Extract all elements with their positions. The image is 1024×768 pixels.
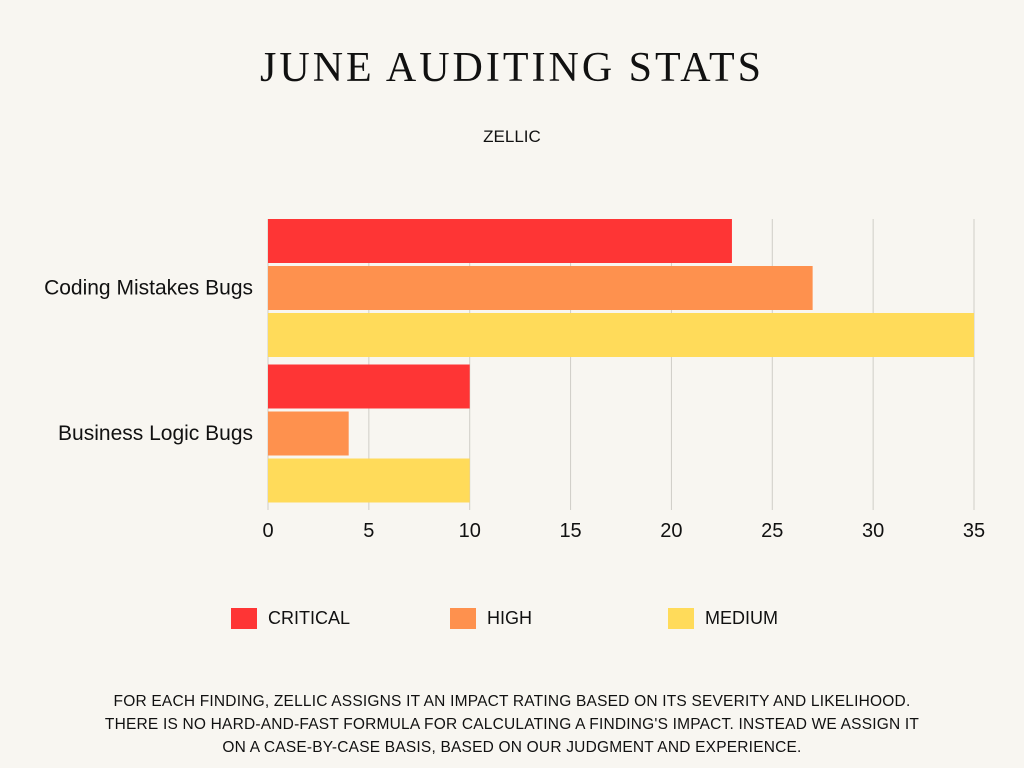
bar-critical-0 — [268, 219, 732, 263]
bar-high-0 — [268, 266, 813, 310]
bar-chart: Coding Mistakes Bugs Business Logic Bugs 0… — [44, 219, 985, 542]
legend-item-critical: CRITICAL — [231, 608, 350, 629]
bar-medium-0 — [268, 313, 974, 357]
legend-label-medium: MEDIUM — [705, 608, 778, 628]
category-label: Coding Mistakes Bugs — [44, 276, 253, 299]
x-tick-label: 5 — [363, 520, 374, 542]
x-tick-label: 35 — [963, 520, 985, 542]
x-tick-label: 10 — [459, 520, 481, 542]
x-tick-label: 0 — [262, 520, 273, 542]
legend-item-medium: MEDIUM — [668, 608, 778, 629]
footnote: FOR EACH FINDING, ZELLIC ASSIGNS IT AN I… — [104, 693, 920, 756]
legend-swatch-critical — [231, 608, 257, 629]
legend-label-high: HIGH — [487, 608, 532, 628]
chart-subtitle: ZELLIC — [483, 127, 541, 146]
x-tick-label: 25 — [761, 520, 783, 542]
chart-legend: CRITICAL HIGH MEDIUM — [0, 608, 1024, 634]
bar-high-1 — [268, 411, 349, 456]
bar-critical-1 — [268, 364, 470, 409]
x-tick-label: 15 — [559, 520, 581, 542]
chart-title: JUNE AUDITING STATS — [260, 45, 764, 91]
x-tick-label: 20 — [660, 520, 682, 542]
legend-label-critical: CRITICAL — [268, 608, 351, 628]
bar-medium-1 — [268, 458, 470, 503]
legend-item-high: HIGH — [450, 608, 532, 629]
legend-swatch-high — [450, 608, 476, 629]
legend-swatch-medium — [668, 608, 694, 629]
x-tick-label: 30 — [862, 520, 884, 542]
category-label: Business Logic Bugs — [58, 422, 253, 445]
